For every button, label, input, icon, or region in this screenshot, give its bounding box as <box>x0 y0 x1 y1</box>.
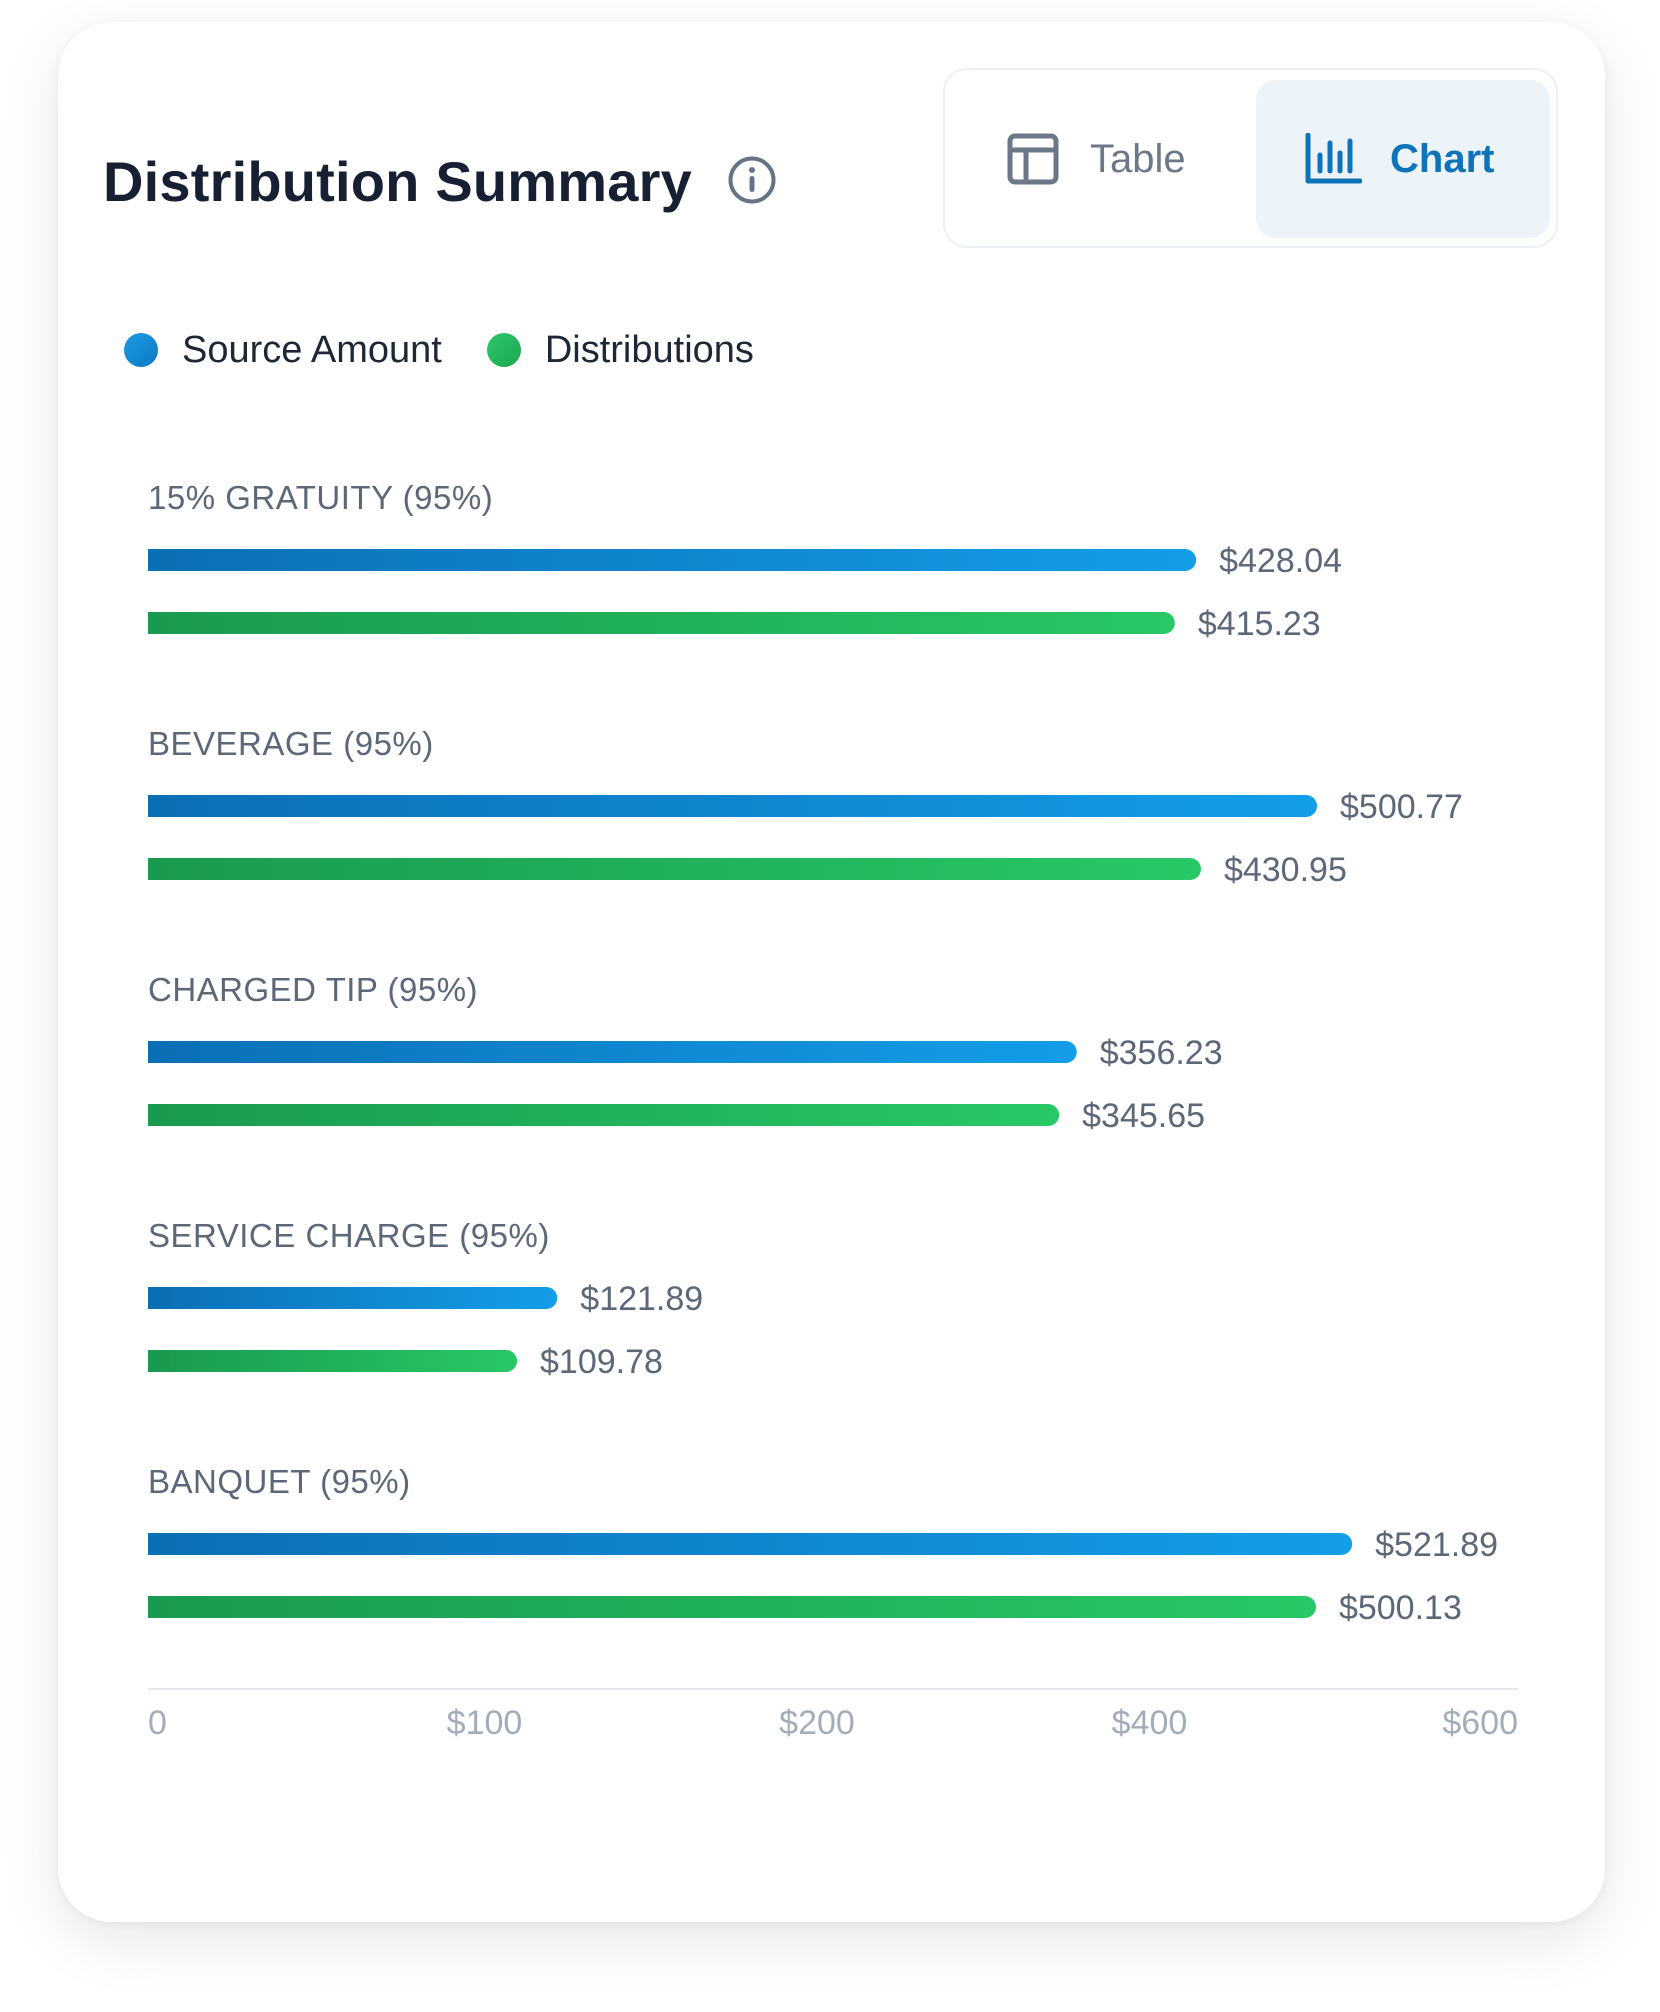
table-view-label: Table <box>1090 136 1186 181</box>
chart-view-label: Chart <box>1390 136 1495 181</box>
value-label-distributions-15-gratuity-95: $415.23 <box>1198 605 1321 643</box>
bar-start-distributions-beverage-95 <box>148 858 170 880</box>
value-label-source-amount-service-charge-95: $121.89 <box>580 1280 703 1318</box>
bar-source-amount-beverage-95[interactable] <box>148 795 1318 817</box>
legend-label-source-amount: Source Amount <box>182 328 442 371</box>
bar-distributions-15-gratuity-95[interactable] <box>148 612 1175 634</box>
bar-distributions-banquet-95[interactable] <box>148 1596 1316 1618</box>
x-tick-label-0: 0 <box>148 1704 167 1742</box>
category-label-service-charge-95: SERVICE CHARGE (95%) <box>148 1217 550 1254</box>
x-tick-label-600: $600 <box>1442 1704 1518 1742</box>
x-tick-label-200: $200 <box>779 1704 855 1742</box>
bar-start-source-amount-charged-tip-95 <box>148 1041 170 1063</box>
bar-source-amount-charged-tip-95[interactable] <box>148 1041 1077 1063</box>
bar-chart-icon <box>1305 133 1362 184</box>
bar-start-distributions-banquet-95 <box>148 1596 170 1618</box>
legend-item-distributions: Distributions <box>486 328 754 372</box>
info-circle-icon[interactable] <box>727 155 777 205</box>
bar-start-source-amount-beverage-95 <box>148 795 170 817</box>
chart-marks: 15% GRATUITY (95%) $428.04 $415.23 BEVERAGE… <box>148 479 1518 1742</box>
category-label-beverage-95: BEVERAGE (95%) <box>148 725 434 762</box>
bar-chart: 15% GRATUITY (95%) $428.04 $415.23 BEVERAGE… <box>148 479 1518 1742</box>
x-tick-label-400: $400 <box>1112 1704 1188 1742</box>
value-label-distributions-banquet-95: $500.13 <box>1339 1589 1462 1627</box>
value-label-distributions-service-charge-95: $109.78 <box>540 1343 663 1381</box>
value-label-source-amount-banquet-95: $521.89 <box>1375 1526 1498 1564</box>
page-title: Distribution Summary <box>103 149 692 213</box>
bar-start-distributions-15-gratuity-95 <box>148 612 170 634</box>
bar-start-source-amount-15-gratuity-95 <box>148 549 170 571</box>
bar-source-amount-banquet-95[interactable] <box>148 1533 1353 1555</box>
x-tick-label-100: $100 <box>447 1704 523 1742</box>
legend-label-distributions: Distributions <box>544 328 754 371</box>
chart-view-button[interactable]: Chart <box>1256 80 1550 238</box>
value-label-distributions-beverage-95: $430.95 <box>1224 851 1347 889</box>
bar-start-source-amount-service-charge-95 <box>148 1287 170 1309</box>
table-layout-icon <box>1007 133 1059 185</box>
chart-legend: Source Amount Distributions <box>124 322 799 378</box>
value-label-source-amount-15-gratuity-95: $428.04 <box>1219 542 1342 580</box>
value-label-source-amount-beverage-95: $500.77 <box>1340 788 1463 826</box>
bar-source-amount-15-gratuity-95[interactable] <box>148 549 1197 571</box>
value-label-source-amount-charged-tip-95: $356.23 <box>1100 1034 1223 1072</box>
bar-distributions-beverage-95[interactable] <box>148 858 1201 880</box>
value-label-distributions-charged-tip-95: $345.65 <box>1082 1097 1205 1135</box>
bar-start-distributions-charged-tip-95 <box>148 1104 170 1126</box>
legend-dot-source-amount <box>124 333 158 367</box>
bar-start-source-amount-banquet-95 <box>148 1533 170 1555</box>
legend-dot-distributions <box>486 333 521 367</box>
category-label-15-gratuity-95: 15% GRATUITY (95%) <box>148 479 493 516</box>
bar-source-amount-service-charge-95[interactable] <box>148 1287 558 1309</box>
distribution-summary-card: Distribution Summary Table Chart <box>58 22 1605 1922</box>
bar-distributions-charged-tip-95[interactable] <box>148 1104 1060 1126</box>
legend-item-source-amount: Source Amount <box>124 329 442 372</box>
category-label-banquet-95: BANQUET (95%) <box>148 1463 411 1500</box>
category-label-charged-tip-95: CHARGED TIP (95%) <box>148 971 478 1008</box>
bar-start-distributions-service-charge-95 <box>148 1350 170 1372</box>
bar-distributions-service-charge-95[interactable] <box>148 1350 518 1372</box>
view-toggle: Table Chart <box>943 68 1558 248</box>
table-view-button[interactable]: Table <box>955 80 1245 238</box>
